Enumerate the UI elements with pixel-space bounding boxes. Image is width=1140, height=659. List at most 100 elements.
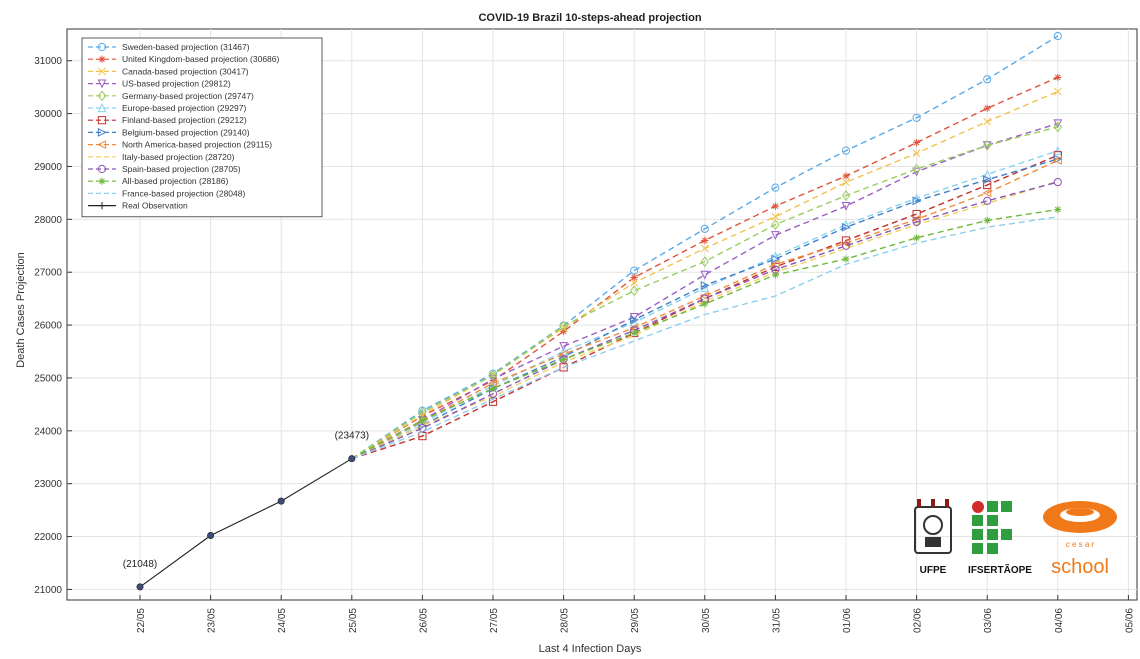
y-tick-label: 27000 <box>34 268 62 279</box>
legend-entry: Belgium-based projection (29140) <box>122 127 250 137</box>
data-point <box>559 363 568 372</box>
data-point <box>912 217 921 227</box>
data-point <box>1054 73 1062 81</box>
legend-entry: All-based projection (28186) <box>122 176 228 186</box>
cesar-school-logo: c e s a r school <box>1043 501 1117 578</box>
data-point <box>97 116 107 125</box>
legend-entry: Sweden-based projection (31467) <box>122 42 250 52</box>
legend-entry: Italy-based projection (28720) <box>122 152 235 162</box>
data-point <box>1053 121 1063 133</box>
data-point <box>701 236 709 245</box>
data-label: (21048) <box>123 559 157 570</box>
data-point <box>842 255 850 263</box>
data-point <box>97 127 107 137</box>
data-point <box>771 202 779 210</box>
data-point <box>630 278 639 287</box>
data-point <box>913 234 921 242</box>
data-point <box>97 164 107 174</box>
data-point <box>841 222 851 232</box>
y-tick-label: 24000 <box>34 426 62 437</box>
data-point <box>630 329 638 337</box>
series <box>351 155 1062 460</box>
x-tick-label: 27/05 <box>489 608 500 633</box>
x-tick-label: 28/05 <box>560 608 571 633</box>
data-point <box>630 273 638 282</box>
x-tick-label: 04/06 <box>1054 608 1065 633</box>
data-point <box>912 163 921 175</box>
data-point <box>911 214 921 224</box>
x-tick-label: 29/05 <box>630 608 641 633</box>
series-line <box>351 159 1059 460</box>
data-point <box>418 412 426 420</box>
data-point <box>841 241 851 250</box>
data-point <box>700 244 709 253</box>
data-point <box>98 177 106 185</box>
data-point <box>488 369 498 381</box>
data-point <box>982 188 992 198</box>
x-tick-label: 22/05 <box>136 608 147 633</box>
series <box>351 216 1058 460</box>
data-point <box>489 384 497 393</box>
data-point <box>1053 31 1062 41</box>
series <box>136 455 356 591</box>
x-axis-label: Last 4 Infection Days <box>539 643 642 655</box>
x-tick-label: 02/06 <box>913 608 924 633</box>
school-text: school <box>1051 556 1109 578</box>
legend-entry: Canada-based projection (30417) <box>122 66 249 76</box>
data-point <box>98 55 106 63</box>
data-point <box>700 281 710 290</box>
series-line <box>351 154 1059 460</box>
x-tick-label: 26/05 <box>418 608 429 633</box>
data-point <box>418 411 427 419</box>
ifsertao-text: IFSERTÃOPE <box>968 563 1032 576</box>
data-point <box>842 172 850 180</box>
data-point <box>1053 119 1063 129</box>
data-point <box>842 178 850 187</box>
data-point <box>559 320 568 332</box>
x-tick-label: 05/06 <box>1124 608 1135 633</box>
data-point <box>841 190 851 201</box>
data-label: (23473) <box>335 431 369 442</box>
data-point <box>1053 146 1063 155</box>
ufpe-text: UFPE <box>920 565 947 576</box>
data-point <box>983 196 992 205</box>
legend-entry: Germany-based projection (29747) <box>122 91 254 101</box>
series <box>351 121 1063 460</box>
y-axis-label: Death Cases Projection <box>15 252 27 368</box>
y-tick-label: 23000 <box>34 479 62 490</box>
data-point <box>701 300 709 308</box>
series <box>351 205 1062 460</box>
ufpe-logo: UFPE <box>914 499 952 576</box>
x-tick-label: 01/06 <box>842 608 853 633</box>
data-point <box>629 285 639 297</box>
data-point <box>841 202 851 211</box>
series-line <box>351 150 1059 460</box>
data-point <box>1053 155 1062 165</box>
data-point <box>983 104 991 112</box>
ifsertao-logo: IFSERTÃOPE <box>968 501 1032 576</box>
data-point <box>912 196 922 206</box>
data-point <box>98 67 106 76</box>
data-point <box>207 531 215 539</box>
data-point <box>841 238 851 248</box>
data-point <box>1053 177 1062 187</box>
y-tick-label: 26000 <box>34 321 62 332</box>
logos: UFPE IFSERTÃOPE c e s a r school <box>914 499 1117 578</box>
legend-box <box>81 37 323 218</box>
data-point <box>771 254 781 264</box>
data-point <box>97 140 107 150</box>
series-line <box>351 122 1059 460</box>
data-point <box>136 583 144 591</box>
cesar-text: c e s a r <box>1066 540 1095 549</box>
data-point <box>97 103 107 113</box>
data-point <box>983 117 992 126</box>
data-point <box>1053 154 1063 164</box>
chart-title: COVID-19 Brazil 10-steps-ahead projectio… <box>478 12 701 24</box>
legend-entry: Europe-based projection (29297) <box>122 103 246 113</box>
data-point <box>418 416 426 424</box>
x-tick-label: 24/05 <box>277 608 288 633</box>
data-point <box>700 224 709 233</box>
data-point <box>98 202 106 210</box>
legend-entry: Finland-based projection (29212) <box>122 115 247 125</box>
